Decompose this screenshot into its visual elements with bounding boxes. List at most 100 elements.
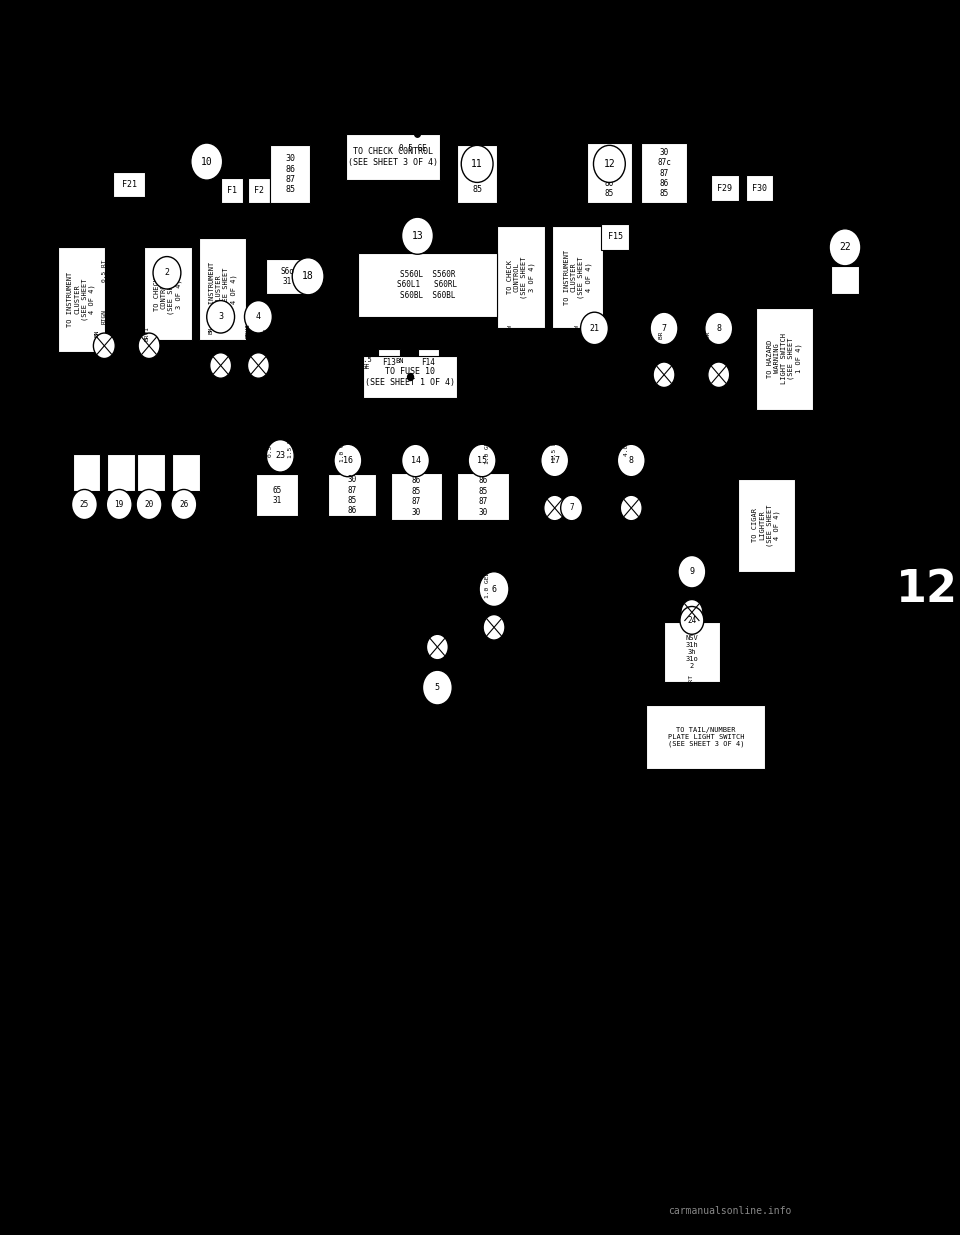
Text: 14: 14 [411,456,420,466]
Circle shape [837,130,843,137]
Circle shape [138,333,160,358]
Bar [391,473,443,520]
Text: 86
85
87
30: 86 85 87 30 [478,477,488,516]
Bar [271,146,310,204]
Text: 26: 26 [180,500,188,509]
Text: 1.5 BR: 1.5 BR [552,437,557,461]
Text: 5    LOW BEAM LEFT: 5 LOW BEAM LEFT [58,893,141,902]
Circle shape [494,130,500,137]
Bar [346,133,441,180]
Text: 0.5 GEON: 0.5 GEON [435,433,440,464]
Circle shape [415,130,420,137]
Circle shape [620,495,642,521]
Circle shape [126,130,132,137]
Bar [58,247,106,352]
Text: 1.0
GEBA: 1.0 GEBA [666,230,682,241]
Text: 0.5 GEON: 0.5 GEON [377,433,382,464]
Text: 9    ASHTRAY LIGHT REAR: 9 ASHTRAY LIGHT REAR [58,967,164,976]
Bar [363,356,457,398]
Text: 1.0 GEWS: 1.0 GEWS [531,568,537,598]
Circle shape [829,228,861,266]
Text: 0.5 RT: 0.5 RT [102,259,107,282]
Text: TO TAIL/NUMBER
PLATE LIGHT SWITCH
(SEE SHEET 3 OF 4): TO TAIL/NUMBER PLATE LIGHT SWITCH (SEE S… [667,726,744,747]
Text: 1.0 WSV: 1.0 WSV [234,350,239,377]
Bar [328,474,375,516]
Text: S6o
31: S6o 31 [280,267,294,287]
Text: F29: F29 [717,184,732,193]
Text: 1.0
GRAVI: 1.0 GRAVI [482,342,492,361]
Text: 1.5 BR: 1.5 BR [477,636,482,658]
Circle shape [680,606,704,635]
Text: 0.5 WSV: 0.5 WSV [221,350,227,377]
Text: 1.0 BR: 1.0 BR [408,682,413,705]
Text: 12•11: 12•11 [852,46,877,54]
Circle shape [842,130,848,137]
Circle shape [204,130,209,137]
Text: 3    HIGH BEAM LEFT: 3 HIGH BEAM LEFT [58,856,146,864]
Text: 1.0
GEAR: 1.0 GEAR [467,345,477,359]
Circle shape [461,146,493,183]
Bar [358,253,497,317]
Circle shape [543,495,565,521]
Circle shape [474,130,480,137]
Text: 0.5 GR: 0.5 GR [757,212,762,236]
Text: F14: F14 [421,357,436,367]
Text: 30
87
85
86: 30 87 85 86 [348,475,356,515]
Text: 18: 18 [302,272,314,282]
Circle shape [153,257,180,289]
Text: F21: F21 [122,180,136,189]
Text: 0.5 GEON: 0.5 GEON [268,427,273,457]
Circle shape [422,671,452,705]
Circle shape [408,374,414,380]
Text: 15u: 15u [200,101,214,110]
Text: BRVI: BRVI [132,403,136,417]
Text: TO INSTRUMENT
CLUSTER
(SEE SHEET
4 OF 4): TO INSTRUMENT CLUSTER (SEE SHEET 4 OF 4) [564,249,591,305]
Text: 26  DOOR CONTACT REAR RIGHT: 26 DOOR CONTACT REAR RIGHT [318,1041,443,1050]
Text: 10  HIGH BEAM RELAY: 10 HIGH BEAM RELAY [58,986,146,994]
Circle shape [593,146,625,183]
Text: 14  DIM-DIP RELAY 1: 14 DIM-DIP RELAY 1 [58,1060,146,1068]
Bar [199,238,247,340]
Text: BRVI: BRVI [95,403,100,417]
Circle shape [209,353,231,378]
Text: 2: 2 [134,364,139,373]
Text: 12: 12 [604,159,615,169]
Text: 13: 13 [412,231,423,241]
Bar [377,350,399,374]
Circle shape [335,153,341,161]
Circle shape [561,495,583,521]
Circle shape [479,572,509,606]
Text: BRVI: BRVI [246,324,251,338]
Text: 7: 7 [661,324,666,333]
Text: 20: 20 [144,500,154,509]
Text: 10: 10 [201,157,212,167]
Text: 11: 11 [471,159,483,169]
Text: 1.0 RTGN: 1.0 RTGN [115,256,120,285]
Text: 1.0
GRAVI: 1.0 GRAVI [499,342,511,361]
Text: 22: 22 [839,242,851,252]
Circle shape [581,312,609,345]
Text: 1.9 BR: 1.9 BR [707,331,711,353]
Text: W1  POWER RAIL IN POWER DISTRIBUTOR: W1 POWER RAIL IN POWER DISTRIBUTOR [58,1078,220,1087]
Text: 0.5 GEON: 0.5 GEON [296,331,300,361]
Text: 30
86
87
85: 30 86 87 85 [472,154,482,194]
Text: 0.5 GNWS: 0.5 GNWS [390,424,396,453]
Bar [746,175,774,201]
Bar [641,143,687,204]
Bar [587,143,633,204]
Text: 19: 19 [114,500,124,509]
Text: 6: 6 [492,584,496,594]
Bar [646,705,765,768]
Circle shape [607,130,612,137]
Text: 0.5 GRBL: 0.5 GRBL [691,377,696,408]
Bar [266,259,308,294]
Text: 1.0 GEBL: 1.0 GEBL [485,522,490,552]
Text: 1.0 GESW: 1.0 GESW [509,325,514,354]
Text: 0.5 GESW: 0.5 GESW [575,325,580,354]
Text: 0.5 WS: 0.5 WS [274,212,278,236]
Text: 4    HIGH BEAM RIGHT: 4 HIGH BEAM RIGHT [58,874,150,883]
Text: BRVI: BRVI [125,326,130,341]
Text: 11  LOW BEAM RELAY: 11 LOW BEAM RELAY [58,1004,141,1013]
Text: 18  HEADLIGHT DIMMER SWITCH: 18 HEADLIGHT DIMMER SWITCH [318,874,443,883]
Circle shape [705,312,732,345]
